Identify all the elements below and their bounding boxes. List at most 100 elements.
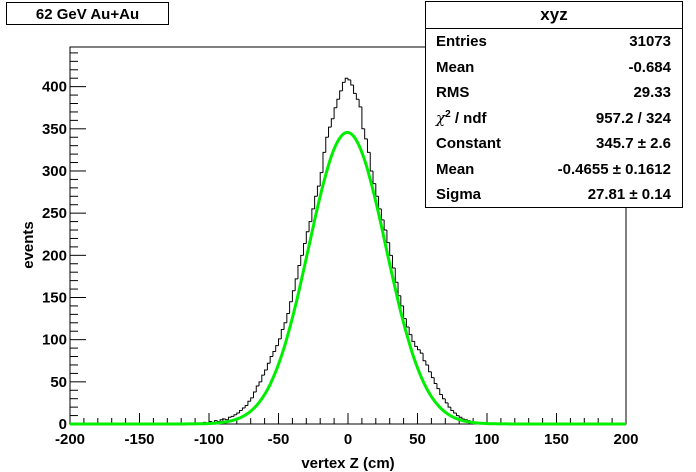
stats-label: RMS (436, 84, 470, 101)
stats-label: Mean (436, 160, 475, 178)
hist-bin (264, 369, 268, 376)
stats-row-chi2: χ2 / ndf 957.2 / 324 (426, 106, 682, 132)
hist-bin (433, 377, 437, 385)
hist-bin (417, 346, 421, 351)
y-axis-title: events (20, 221, 37, 269)
hist-bin (336, 98, 340, 108)
hist-bin (347, 78, 351, 81)
x-tick-label: -200 (55, 431, 85, 448)
stats-value: 29.33 (633, 84, 671, 101)
x-tick-label: 100 (474, 431, 499, 448)
hist-bin (297, 264, 301, 279)
hist-bin (244, 404, 248, 408)
hist-bin (450, 407, 454, 412)
y-tick-label: 200 (42, 247, 67, 264)
y-tick-labels: 0 50 100 150 200 250 300 350 400 (42, 79, 67, 433)
hist-bin (430, 371, 435, 379)
hist-bin (219, 419, 223, 422)
hist-bin (439, 388, 443, 395)
chi-symbol: χ (436, 108, 446, 127)
hist-bin (419, 349, 424, 354)
stats-label: Mean (436, 58, 475, 76)
hist-bin (222, 418, 226, 420)
hist-bin (294, 278, 298, 291)
hist-bin (319, 172, 323, 187)
hist-bin (300, 254, 304, 266)
y-tick-label: 50 (50, 374, 67, 391)
hist-bin (269, 356, 273, 364)
stats-row-rms: RMS 29.33 (426, 80, 682, 106)
hist-bin (233, 414, 237, 417)
hist-bin (444, 398, 449, 404)
hist-bin (372, 170, 376, 185)
hist-bin (308, 221, 312, 232)
hist-bin (358, 99, 362, 108)
x-tick-label: 50 (409, 431, 426, 448)
hist-bin (278, 338, 282, 346)
y-tick-label: 400 (42, 79, 67, 96)
stats-row-fit-mean: Mean -0.4655 ± 0.1612 (426, 157, 682, 183)
hist-bin (311, 208, 315, 222)
x-tick-label: -150 (124, 431, 154, 448)
stats-value: 957.2 / 324 (595, 109, 671, 127)
hist-bin (247, 400, 251, 406)
y-tick-label: 0 (59, 416, 67, 433)
hist-bin (305, 231, 310, 244)
hist-bin (344, 77, 348, 83)
hist-bin (325, 136, 329, 153)
hist-bin (261, 374, 265, 382)
hist-bin (442, 394, 446, 400)
stats-box: xyz Entries 31073 Mean -0.684 RMS 29.33 χ2 … (425, 1, 683, 208)
hist-bin (455, 413, 460, 417)
stats-value: -0.684 (628, 58, 671, 76)
hist-bin (250, 397, 254, 402)
hist-bin (225, 418, 229, 421)
y-tick-label: 250 (42, 205, 67, 222)
hist-bin (361, 106, 365, 130)
hist-bin (350, 79, 354, 86)
stats-value: 31073 (629, 33, 671, 50)
fit-curve (70, 131, 626, 426)
x-axis-title: vertex Z (cm) (301, 455, 394, 472)
stats-value: -0.4655 ± 0.1612 (557, 160, 671, 178)
hist-bin (414, 341, 418, 347)
x-tick-label: -50 (268, 431, 290, 448)
hist-bin (369, 152, 374, 172)
hist-bin (405, 318, 410, 328)
hist-bin (386, 230, 390, 244)
hist-bin (230, 415, 235, 418)
stats-row-sigma: Sigma 27.81 ± 0.14 (426, 182, 682, 208)
histogram (70, 77, 626, 425)
hist-bin (453, 410, 457, 414)
stats-row-entries: Entries 31073 (426, 29, 682, 55)
x-tick-label: 0 (344, 431, 352, 448)
hist-bin (447, 402, 451, 408)
hist-bin (280, 329, 285, 339)
plot-title: 62 GeV Au+Au (6, 2, 169, 25)
stats-value: 345.7 ± 2.6 (596, 135, 671, 152)
stats-label: Entries (436, 33, 487, 50)
hist-bin (286, 313, 290, 323)
y-tick-label: 300 (42, 163, 67, 180)
hist-bin (364, 128, 368, 140)
hist-bin (339, 90, 343, 100)
hist-bin (353, 84, 357, 94)
hist-bin (389, 242, 393, 256)
hist-bin (411, 334, 415, 342)
chi-exponent: 2 (445, 108, 451, 120)
stats-title: xyz (426, 2, 682, 29)
hist-bin (239, 410, 243, 414)
hist-bin (322, 151, 326, 173)
hist-bin (355, 93, 360, 100)
hist-bin (425, 360, 429, 366)
hist-bin (252, 391, 257, 398)
hist-bin (289, 301, 293, 314)
hist-bin (291, 290, 296, 302)
hist-bin (422, 353, 426, 362)
hist-bin (341, 81, 346, 91)
gaussian-fit-line (70, 131, 626, 426)
y-tick-label: 100 (42, 332, 67, 349)
hist-bin (272, 350, 276, 357)
hist-bin (303, 243, 307, 256)
hist-bin (391, 255, 396, 269)
